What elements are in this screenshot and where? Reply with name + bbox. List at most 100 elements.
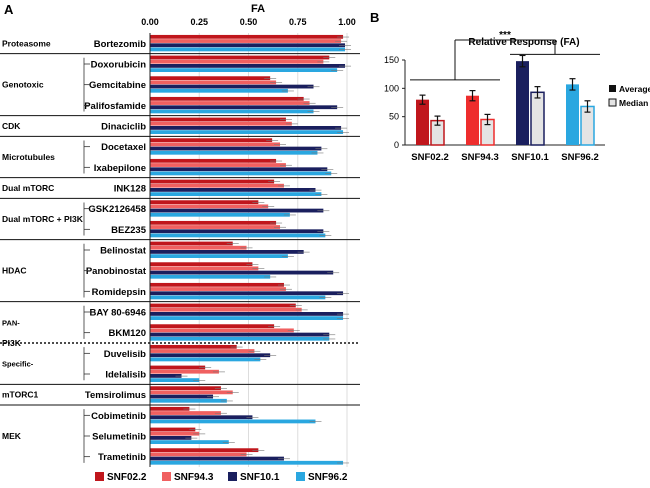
- drug-label: Ixabepilone: [94, 163, 146, 174]
- bar: [150, 287, 286, 291]
- bar: [150, 208, 324, 213]
- drug-label: Doxorubicin: [91, 60, 147, 71]
- bar: [150, 183, 284, 188]
- class-label: PAN-: [2, 318, 20, 327]
- bar: [150, 452, 247, 457]
- bar: [150, 448, 259, 453]
- bar: [150, 84, 314, 89]
- bar: [150, 436, 192, 440]
- x-tick-label: 0.50: [240, 17, 258, 27]
- legend-swatch: [95, 472, 104, 481]
- drug-label: Cobimetinib: [91, 411, 146, 422]
- bar: [150, 369, 219, 374]
- y-tick-label: 50: [389, 112, 399, 122]
- bar: [150, 245, 247, 250]
- bar: [150, 316, 344, 320]
- bar: [150, 43, 346, 48]
- bar: [150, 456, 284, 461]
- class-label: CDK: [2, 121, 21, 131]
- bar: [150, 415, 253, 420]
- bar: [150, 39, 342, 43]
- bar: [150, 64, 346, 68]
- bar: [150, 76, 271, 81]
- class-label: Dual mTORC + PI3K: [2, 214, 84, 224]
- bar: [150, 254, 288, 258]
- category-label: SNF96.2: [561, 152, 599, 163]
- bar: [150, 386, 221, 391]
- bar: [150, 88, 288, 93]
- bar: [150, 80, 277, 85]
- relative-response-title: Relative Response (FA): [468, 37, 579, 48]
- bar: [150, 344, 237, 349]
- y-tick-label: 150: [384, 55, 399, 65]
- bar: [150, 47, 346, 52]
- bar: [150, 55, 330, 60]
- bar: [150, 142, 281, 147]
- legend-swatch-average: [609, 85, 616, 92]
- bar: [150, 96, 304, 101]
- category-label: SNF94.3: [461, 152, 499, 163]
- bar: [150, 303, 296, 308]
- bar: [150, 274, 271, 279]
- bar: [150, 390, 233, 395]
- bar: [150, 233, 326, 238]
- class-label: Proteasome: [2, 38, 51, 48]
- bar: [150, 440, 229, 444]
- x-tick-label: 0.00: [141, 17, 159, 27]
- class-label: PI3K: [2, 338, 22, 348]
- bar: [150, 312, 344, 316]
- bar: [150, 130, 344, 134]
- legend-swatch: [228, 472, 237, 481]
- drug-label: Belinostat: [100, 246, 147, 257]
- class-label: MEK: [2, 431, 22, 441]
- legend-label: SNF10.1: [240, 472, 280, 483]
- class-label: Microtubules: [2, 152, 55, 162]
- bar: [150, 105, 338, 110]
- average-bar: [566, 84, 579, 145]
- bar: [150, 101, 310, 105]
- panel-b-chart: 0 50 100 150 SNF02.2 SNF94.3 SNF10.1 SNF96.2 ***…: [384, 30, 650, 163]
- bar: [150, 427, 196, 432]
- drug-label: Temsirolimus: [85, 390, 146, 401]
- bar: [150, 295, 326, 300]
- bar: [150, 250, 304, 254]
- bar: [150, 126, 342, 130]
- class-label: HDAC: [2, 266, 27, 276]
- legend-label: SNF02.2: [107, 472, 147, 483]
- bar: [150, 163, 286, 167]
- bar: [150, 188, 316, 192]
- bar: [150, 419, 316, 424]
- legend-swatch: [296, 472, 305, 481]
- drug-label: Panobinostat: [86, 266, 147, 277]
- x-tick-label: 0.75: [289, 17, 307, 27]
- bar: [150, 398, 227, 403]
- class-label: Specific-: [2, 360, 34, 369]
- bar: [150, 460, 344, 465]
- y-tick-label: 0: [394, 140, 399, 150]
- bar: [150, 179, 275, 184]
- bar: [150, 109, 314, 114]
- x-tick-label: 1.00: [338, 17, 356, 27]
- drug-label: Bortezomib: [94, 39, 146, 50]
- legend-swatch-median: [608, 98, 617, 107]
- category-label: SNF02.2: [411, 152, 449, 163]
- bar: [150, 291, 344, 296]
- bar: [150, 220, 277, 225]
- bar: [150, 332, 330, 337]
- legend-label-median: Median: [619, 98, 648, 108]
- drug-label: BKM120: [109, 328, 147, 339]
- fa-axis-title: FA: [251, 3, 265, 15]
- drug-label: Selumetinib: [92, 432, 146, 443]
- bar: [150, 121, 292, 126]
- bar: [150, 266, 259, 271]
- bar: [150, 200, 259, 205]
- bar: [150, 34, 344, 39]
- drug-label: BEZ235: [111, 225, 147, 236]
- drug-label: Trametinib: [98, 452, 146, 463]
- drug-label: Gemcitabine: [89, 80, 146, 91]
- bar: [150, 167, 328, 172]
- bar: [150, 353, 271, 358]
- drug-label: BAY 80-6946: [89, 308, 146, 319]
- drug-label: GSK2126458: [88, 204, 146, 215]
